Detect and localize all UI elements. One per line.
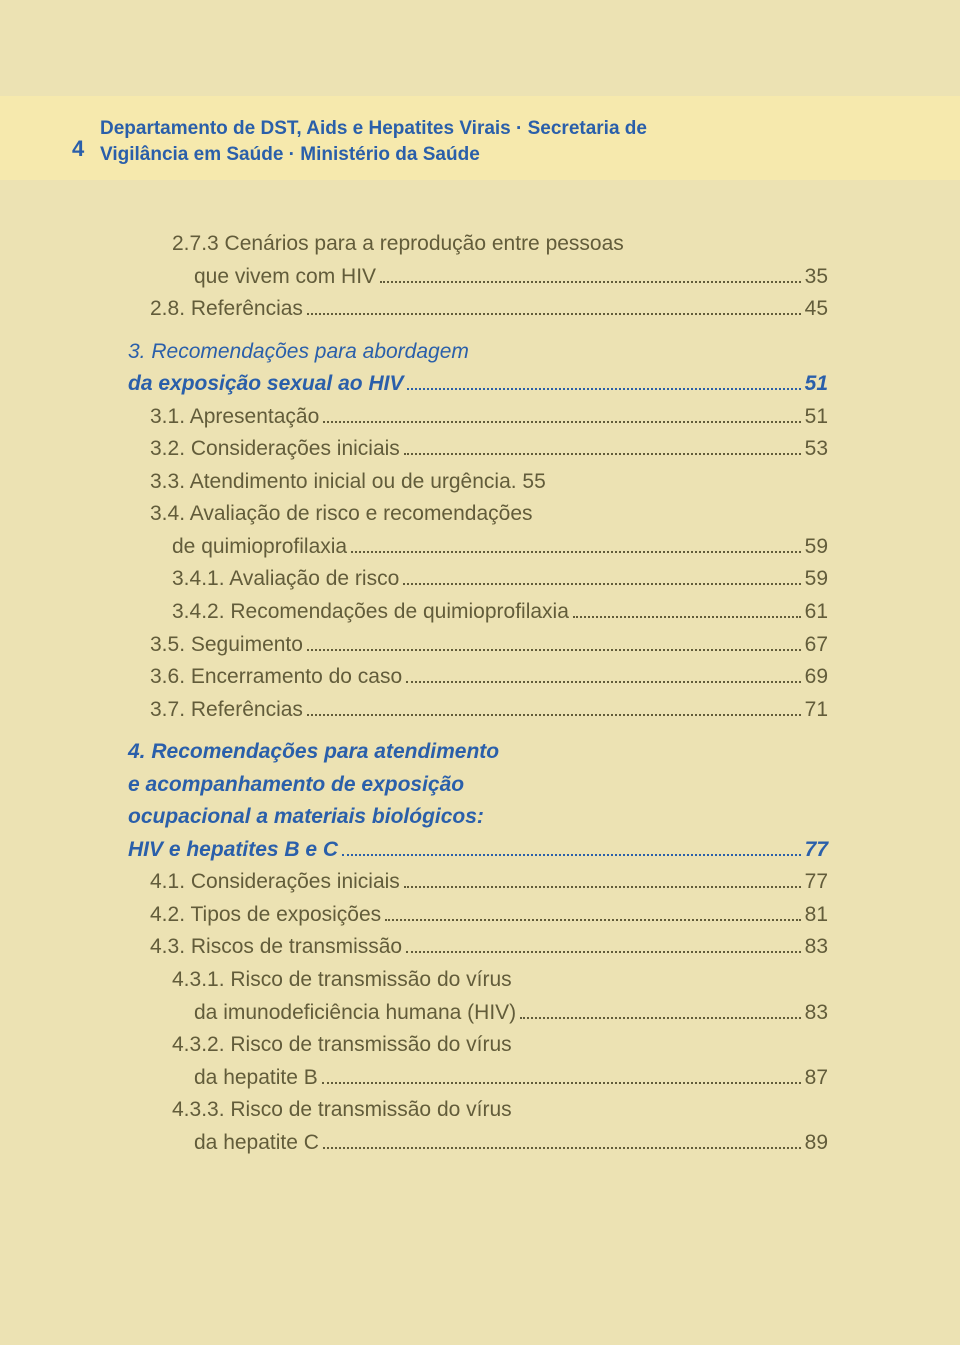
toc-entry-3-1: 3.1. Apresentação 51 — [150, 401, 828, 434]
toc-page: 89 — [805, 1127, 828, 1160]
toc-label: 3.6. Encerramento do caso — [150, 661, 402, 694]
leader-dots — [380, 281, 801, 283]
toc-label: 4.3.1. Risco de transmissão do vírus — [172, 964, 828, 997]
table-of-contents: 2.7.3 Cenários para a reprodução entre p… — [128, 228, 828, 1159]
toc-entry-3-2: 3.2. Considerações iniciais 53 — [150, 433, 828, 466]
toc-page: 35 — [805, 261, 828, 294]
leader-dots — [407, 388, 800, 390]
toc-entry-4-3: 4.3. Riscos de transmissão 83 — [150, 931, 828, 964]
toc-head-line1: 4. Recomendações para atendimento — [128, 736, 828, 769]
leader-dots — [573, 616, 801, 618]
toc-page: 69 — [805, 661, 828, 694]
leader-dots — [307, 313, 801, 315]
toc-head-line2: e acompanhamento de exposição — [128, 769, 828, 802]
toc-entry-3-3: 3.3. Atendimento inicial ou de urgência … — [150, 466, 828, 499]
toc-label: 3.2. Considerações iniciais — [150, 433, 400, 466]
toc-page: 83 — [805, 997, 828, 1030]
leader-dots — [307, 714, 801, 716]
toc-page: 53 — [805, 433, 828, 466]
toc-page: 83 — [805, 931, 828, 964]
toc-entry-3-4: 3.4. Avaliação de risco e recomendações … — [150, 498, 828, 563]
leader-dots — [351, 551, 801, 553]
toc-section-4: 4. Recomendações para atendimento e acom… — [128, 736, 828, 1159]
toc-page: 61 — [805, 596, 828, 629]
toc-entry-4-3-2: 4.3.2. Risco de transmissão do vírus da … — [172, 1029, 828, 1094]
toc-page: 59 — [805, 563, 828, 596]
toc-page: 59 — [805, 531, 828, 564]
toc-page: 51 — [805, 401, 828, 434]
toc-head-line4: HIV e hepatites B e C — [128, 834, 338, 867]
toc-page: 45 — [805, 293, 828, 326]
header-line-1: Departamento de DST, Aids e Hepatites Vi… — [100, 116, 647, 142]
toc-label: 2.8. Referências — [150, 293, 303, 326]
toc-label-cont: que vivem com HIV — [194, 261, 376, 294]
toc-entry-4-1: 4.1. Considerações iniciais 77 — [150, 866, 828, 899]
leader-dots — [406, 951, 801, 953]
toc-section-head: 3. Recomendações para abordagem da expos… — [128, 336, 828, 401]
toc-label: 3.3. Atendimento inicial ou de urgência — [150, 466, 511, 499]
toc-section-head: 4. Recomendações para atendimento e acom… — [128, 736, 828, 866]
toc-page: 77 — [805, 834, 828, 867]
toc-head-line2: da exposição sexual ao HIV — [128, 368, 403, 401]
toc-label: 3.4.1. Avaliação de risco — [172, 563, 399, 596]
toc-label: 4.1. Considerações iniciais — [150, 866, 400, 899]
leader-dots — [323, 1147, 801, 1149]
toc-page: 67 — [805, 629, 828, 662]
leader-dots — [322, 1082, 801, 1084]
leader-dots — [403, 583, 800, 585]
toc-label: 3.4. Avaliação de risco e recomendações — [150, 498, 828, 531]
toc-label: 3.4.2. Recomendações de quimioprofilaxia — [172, 596, 569, 629]
leader-dots — [323, 421, 800, 423]
toc-head-line3: ocupacional a materiais biológicos: — [128, 801, 828, 834]
toc-page: 87 — [805, 1062, 828, 1095]
leader-dots — [385, 919, 800, 921]
document-header: Departamento de DST, Aids e Hepatites Vi… — [100, 116, 647, 167]
toc-entry-2-8: 2.8. Referências 45 — [150, 293, 828, 326]
toc-label: 2.7.3 Cenários para a reprodução entre p… — [172, 228, 828, 261]
toc-entry-3-5: 3.5. Seguimento 67 — [150, 629, 828, 662]
toc-page: 71 — [805, 694, 828, 727]
leader-dots — [406, 681, 800, 683]
toc-label: 4.3. Riscos de transmissão — [150, 931, 402, 964]
leader-dots — [307, 649, 801, 651]
leader-dots — [520, 1017, 800, 1019]
toc-page: 51 — [805, 368, 828, 401]
toc-entry-4-3-1: 4.3.1. Risco de transmissão do vírus da … — [172, 964, 828, 1029]
toc-page: 81 — [805, 899, 828, 932]
toc-head-line1: 3. Recomendações para abordagem — [128, 336, 828, 369]
toc-entry-4-2: 4.2. Tipos de exposições 81 — [150, 899, 828, 932]
toc-label: 3.7. Referências — [150, 694, 303, 727]
toc-label: 4.3.2. Risco de transmissão do vírus — [172, 1029, 828, 1062]
leader-dots — [404, 453, 801, 455]
header-line-2: Vigilância em Saúde · Ministério da Saúd… — [100, 142, 647, 168]
toc-section-3: 3. Recomendações para abordagem da expos… — [128, 336, 828, 727]
toc-entry-3-4-1: 3.4.1. Avaliação de risco 59 — [172, 563, 828, 596]
leader-dots — [342, 854, 801, 856]
toc-entry-2-7-3: 2.7.3 Cenários para a reprodução entre p… — [172, 228, 828, 293]
leader-dots — [404, 886, 801, 888]
toc-page: . 55 — [511, 466, 546, 499]
toc-entry-3-6: 3.6. Encerramento do caso 69 — [150, 661, 828, 694]
toc-entry-4-3-3: 4.3.3. Risco de transmissão do vírus da … — [172, 1094, 828, 1159]
toc-label: 4.2. Tipos de exposições — [150, 899, 381, 932]
toc-label: 3.5. Seguimento — [150, 629, 303, 662]
toc-label: 4.3.3. Risco de transmissão do vírus — [172, 1094, 828, 1127]
toc-label-cont: da imunodeficiência humana (HIV) — [194, 997, 516, 1030]
toc-entry-3-4-2: 3.4.2. Recomendações de quimioprofilaxia… — [172, 596, 828, 629]
toc-label: 3.1. Apresentação — [150, 401, 319, 434]
toc-label-cont: de quimioprofilaxia — [172, 531, 347, 564]
toc-label-cont: da hepatite B — [194, 1062, 318, 1095]
toc-entry-3-7: 3.7. Referências 71 — [150, 694, 828, 727]
toc-page: 77 — [805, 866, 828, 899]
page-number: 4 — [72, 136, 84, 162]
toc-label-cont: da hepatite C — [194, 1127, 319, 1160]
